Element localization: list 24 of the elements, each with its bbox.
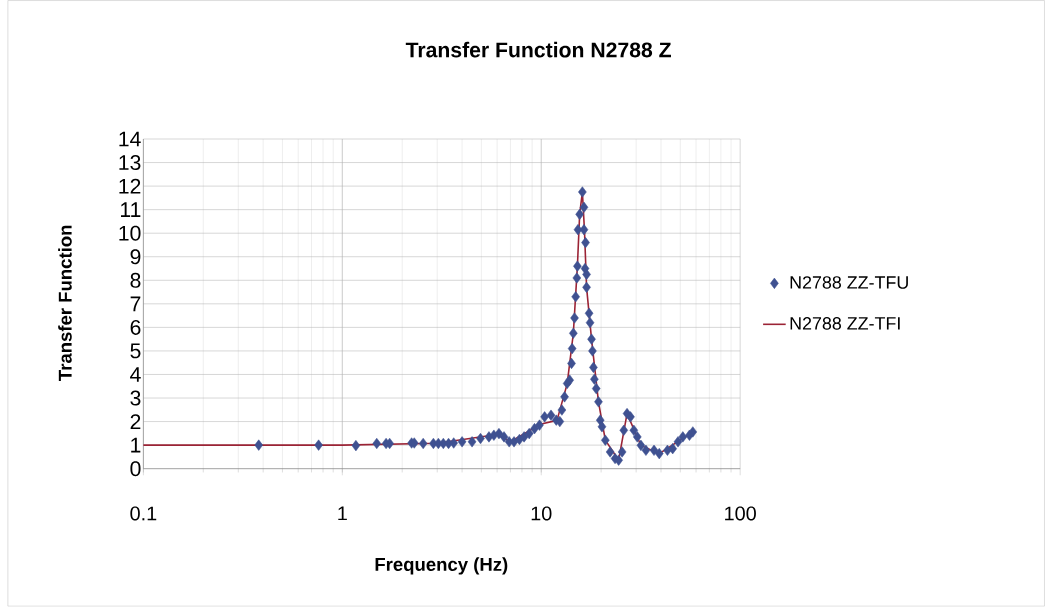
y-tick-label: 5 [130,343,141,359]
y-tick-label: 4 [130,367,141,382]
x-tick-label: 100 [725,506,756,521]
x-tick-label: 10 [531,506,552,521]
y-tick-label: 9 [130,249,141,265]
y-tick-label: 11 [121,202,141,218]
chart-title: Transfer Function N2788 Z [405,42,671,58]
y-tick-label: 2 [130,414,141,430]
y-tick-label: 7 [130,296,141,312]
y-tick-label: 14 [119,131,141,147]
y-tick-label: 12 [119,178,141,194]
y-tick-label: 0 [130,461,141,477]
y-tick-label: 3 [130,390,141,406]
x-tick-label: 0.1 [130,506,157,521]
legend-label: N2788 ZZ-TFU [790,276,908,289]
y-tick-label: 1 [131,437,141,453]
y-tick-label: 10 [119,225,141,241]
y-axis-title: Transfer Function [58,225,72,382]
y-tick-label: 13 [119,155,141,171]
x-axis-title: Frequency (Hz) [375,557,508,575]
y-tick-label: 8 [130,272,141,288]
y-tick-label: 6 [130,320,141,336]
legend-label: N2788 ZZ-TFI [790,317,900,330]
x-tick-label: 1 [338,506,347,521]
